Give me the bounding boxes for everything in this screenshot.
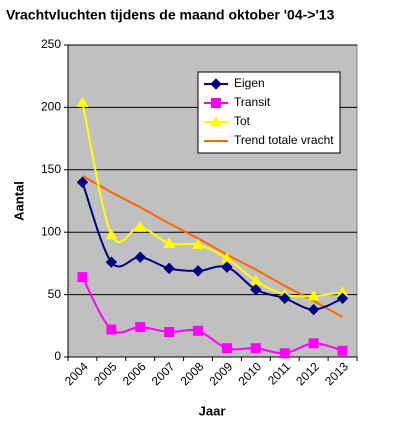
data-point: [106, 324, 117, 335]
y-tick-label: 50: [48, 287, 62, 301]
legend-label: Transit: [234, 95, 271, 109]
y-tick-label: 250: [41, 37, 61, 51]
data-point: [105, 228, 118, 240]
x-tick-label: 2005: [91, 359, 120, 388]
legend-marker: [210, 115, 222, 127]
legend-label: Trend totale vracht: [234, 133, 334, 147]
data-point: [307, 289, 320, 301]
x-tick-label: 2009: [207, 359, 236, 388]
x-tick-label: 2011: [265, 359, 293, 387]
chart-title: Vrachtvluchten tijdens de maand oktober …: [6, 7, 335, 23]
data-point: [336, 292, 349, 305]
x-tick-label: 2007: [149, 359, 178, 388]
legend: [197, 71, 341, 154]
x-tick-label: 2012: [293, 359, 322, 388]
series-line: [81, 175, 344, 318]
data-point: [221, 343, 232, 354]
x-axis-title: Jaar: [199, 403, 226, 418]
x-tick-label: 2004: [62, 359, 91, 388]
y-tick-label: 200: [41, 100, 61, 114]
data-point: [105, 256, 118, 268]
x-tick-label: 2013: [322, 359, 351, 388]
y-tick-label: 0: [54, 349, 61, 363]
data-point: [164, 327, 175, 338]
data-point: [76, 176, 89, 188]
data-point: [250, 343, 261, 354]
data-point: [337, 345, 348, 356]
legend-label: Eigen: [234, 76, 265, 90]
data-point: [163, 237, 175, 248]
series-line: [81, 276, 343, 355]
x-tick-label: 2010: [235, 359, 264, 388]
legend-marker: [211, 98, 221, 108]
data-point: [250, 283, 262, 296]
data-point: [192, 265, 204, 277]
data-point: [77, 272, 88, 283]
data-point: [193, 325, 204, 336]
data-point: [308, 338, 319, 349]
legend-marker: [210, 78, 222, 90]
data-point: [279, 348, 290, 359]
data-point: [76, 96, 89, 107]
data-point: [135, 322, 146, 333]
data-point: [192, 238, 204, 250]
data-point: [279, 292, 291, 305]
data-point: [134, 251, 146, 263]
data-point: [221, 261, 233, 273]
y-axis-title: Aantal: [11, 181, 26, 221]
y-tick-label: 100: [41, 224, 61, 238]
x-tick-label: 2008: [178, 359, 207, 388]
legend-label: Tot: [234, 114, 251, 128]
y-tick-label: 150: [41, 162, 61, 176]
series-line: [81, 181, 343, 311]
data-point: [163, 262, 175, 275]
data-point: [307, 303, 320, 316]
x-tick-label: 2006: [120, 359, 149, 388]
data-point: [134, 221, 147, 232]
